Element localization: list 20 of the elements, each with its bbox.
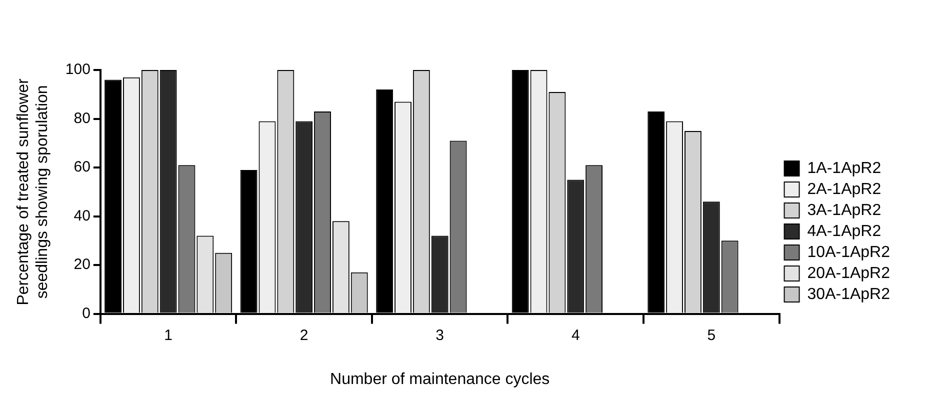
x-tick-label: 5 — [707, 326, 716, 344]
x-axis-title: Number of maintenance cycles — [330, 370, 550, 388]
y-tick-label: 80 — [74, 110, 90, 127]
y-tick-label: 40 — [74, 207, 90, 224]
y-tick-label: 0 — [82, 304, 90, 322]
legend-label: 10A-1ApR2 — [807, 244, 890, 261]
x-tick-label: 2 — [300, 326, 308, 344]
x-tick-label: 3 — [436, 326, 444, 344]
legend-label: 3A-1ApR2 — [807, 202, 882, 219]
legend-label: 20A-1ApR2 — [807, 264, 890, 282]
y-tick-label: 100 — [65, 61, 90, 78]
legend-label: 1A-1ApR2 — [807, 160, 882, 177]
legend-label: 4A-1ApR2 — [807, 222, 882, 240]
y-tick-label: 60 — [74, 158, 90, 176]
y-axis-title: Percentage of treated sunflower seedlings showing sporulation — [15, 78, 52, 306]
y-tick-label: 20 — [74, 256, 90, 274]
legend-label: 2A-1ApR2 — [807, 180, 882, 198]
x-tick-label: 1 — [164, 326, 172, 344]
x-tick-label: 4 — [571, 326, 580, 344]
legend-label: 30A-1ApR2 — [807, 286, 890, 303]
